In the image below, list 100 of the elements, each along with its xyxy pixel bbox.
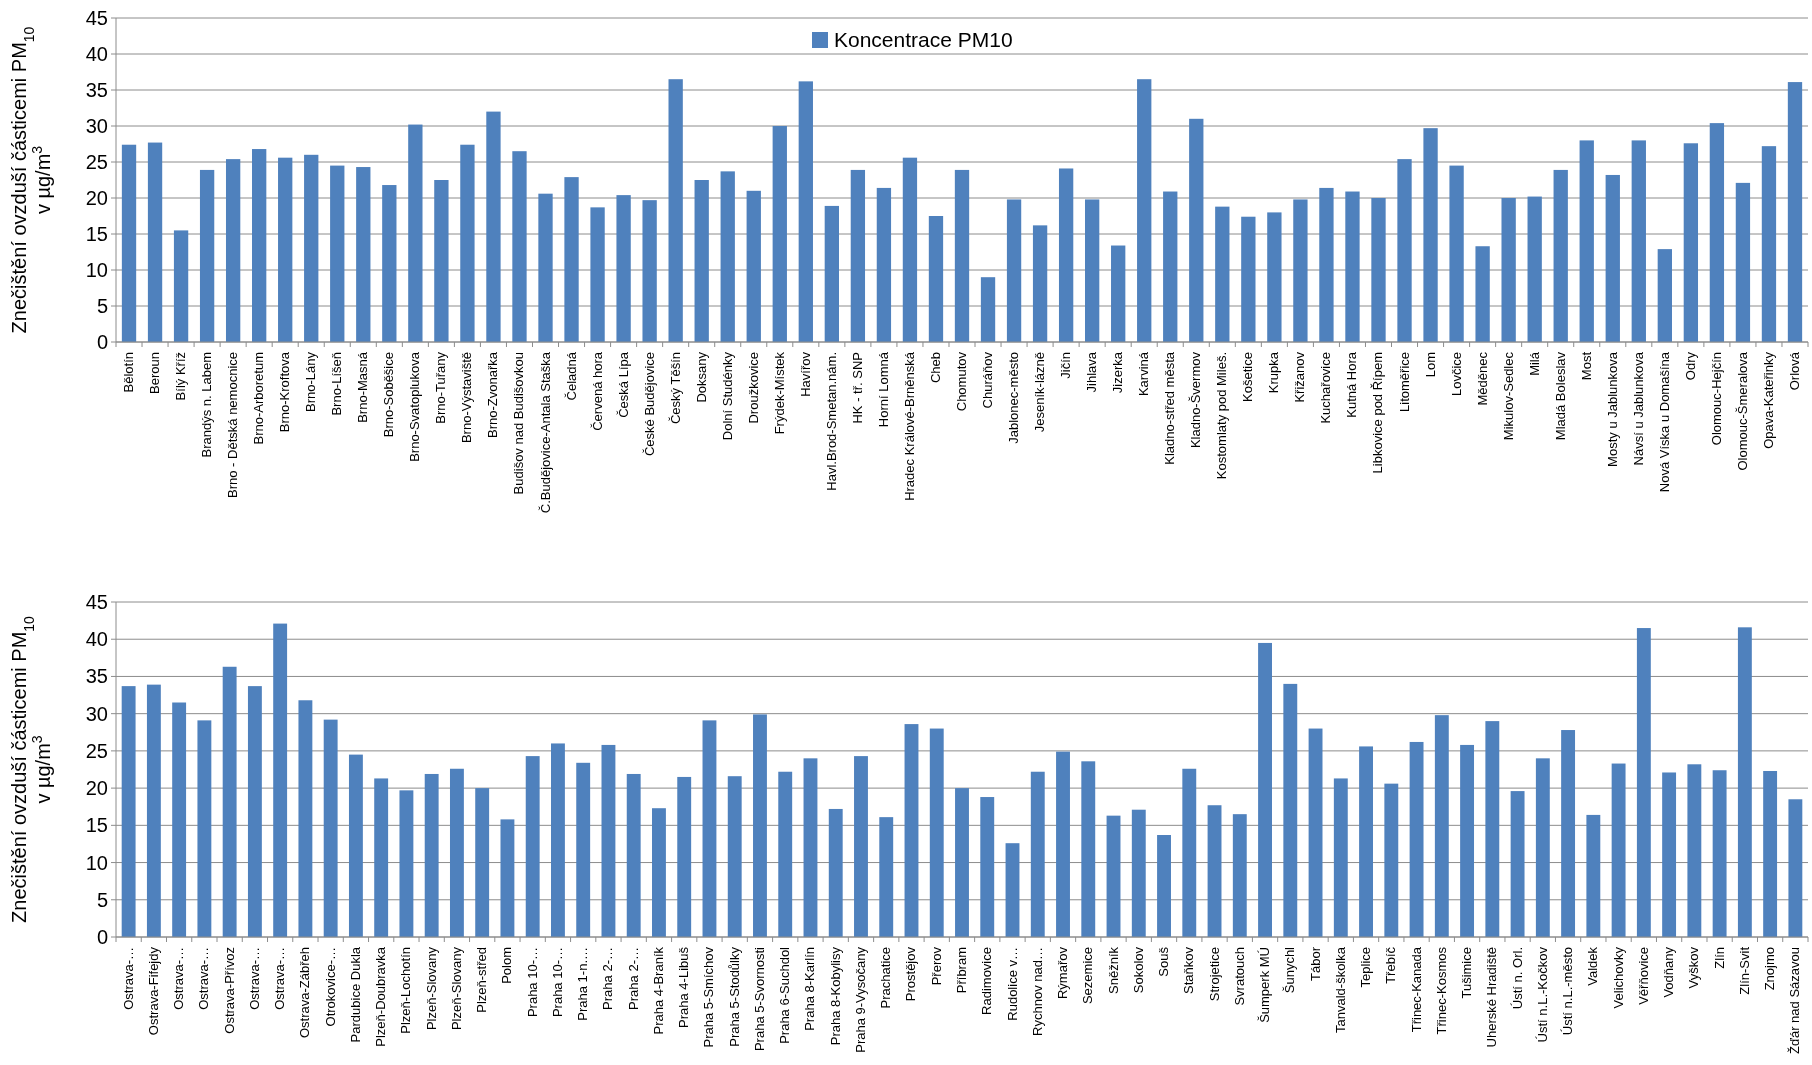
bar [677, 776, 692, 937]
x-tick-label: Pardubice Dukla [347, 946, 363, 1043]
y-tick-label: 0 [96, 926, 108, 948]
y-tick-label: 30 [85, 702, 108, 725]
bar [902, 157, 918, 342]
bar [278, 157, 293, 342]
x-tick-label: Olomouc-Hejčín [1708, 352, 1724, 446]
bar [1709, 123, 1725, 342]
bar [642, 200, 657, 342]
bar [1345, 191, 1360, 342]
x-tick-label: Ústí n. Orl. [1509, 947, 1525, 1010]
y-tick-label: 30 [85, 115, 108, 137]
bar [538, 193, 553, 342]
x-tick-label: Lovčice [1448, 352, 1464, 397]
bar [702, 720, 717, 937]
bar [330, 165, 345, 342]
x-tick-label: Brno - Dětská nemocnice [225, 352, 241, 498]
x-tick-label: Sokolov [1130, 946, 1146, 994]
bar [146, 684, 161, 937]
x-tick-label: Otrokovice-… [322, 947, 338, 1027]
bar [222, 666, 237, 937]
bar [1449, 165, 1464, 342]
y-tick-label: 5 [96, 888, 108, 911]
y-tick-label: 40 [85, 43, 108, 65]
bar [449, 768, 464, 937]
bar [1056, 751, 1070, 937]
x-tick-label: Znojmo [1762, 947, 1778, 991]
x-tick-label: Tábor [1307, 946, 1323, 981]
x-tick-label: Ústí n.L.-Kočkov [1534, 946, 1550, 1043]
x-tick-label: Rychnov nad… [1029, 947, 1045, 1036]
x-tick-label: Strojetice [1206, 947, 1222, 1002]
bar [1761, 146, 1777, 342]
bar [252, 149, 267, 342]
x-tick-label: Krupka [1266, 351, 1282, 394]
y-tick-label: 25 [85, 151, 108, 173]
x-tick-label: Ostrava-Přívoz [221, 947, 237, 1034]
bar [929, 728, 944, 937]
x-tick-label: Sezemice [1080, 947, 1096, 1005]
x-tick-label: Kuchařovice [1318, 352, 1334, 424]
x-tick-label: Čeladná [563, 351, 579, 401]
x-tick-label: Horní Lomná [875, 351, 891, 428]
x-tick-label: Brno-Soběšice [381, 352, 397, 438]
bar [1631, 140, 1646, 342]
bar [1683, 143, 1699, 342]
x-tick-label: Jihlava [1084, 351, 1100, 393]
x-tick-label: Plzeň-Lochotín [398, 947, 414, 1034]
x-tick-label: Havl.Brod-Smetan.nám. [823, 352, 839, 491]
bar [1553, 169, 1568, 342]
x-tick-label: Bělotín [121, 352, 137, 393]
bar [1232, 814, 1247, 937]
y-tick-label: 35 [85, 665, 108, 688]
x-tick-label: Polom [499, 947, 515, 984]
x-tick-label: Jeseník-lázně [1032, 352, 1048, 433]
x-tick-label: HK - tř. SNP [849, 352, 865, 424]
x-tick-label: Košetice [1240, 352, 1256, 402]
bar [500, 819, 515, 937]
bar [1085, 199, 1100, 342]
bar [616, 195, 631, 342]
bar [980, 797, 995, 937]
bar [247, 686, 262, 937]
x-tick-label: Praha 5-Stodůlky [726, 946, 742, 1047]
bar [1735, 182, 1751, 342]
x-tick-label: Hradec Králové-Brněnská [901, 351, 917, 501]
bar [1475, 246, 1490, 342]
x-tick-label: Jablonec-město [1006, 352, 1022, 444]
y-tick-label: 10 [85, 851, 108, 874]
x-tick-label: Třinec-Kanada [1408, 946, 1424, 1033]
x-tick-label: Měděnec [1474, 351, 1490, 406]
bar [1283, 683, 1298, 937]
legend-label: Koncentrace PM10 [834, 28, 1013, 52]
x-tick-label: Praha 8-Karlín [802, 947, 818, 1031]
x-tick-label: Tanvald-školka [1332, 946, 1348, 1033]
y-tick-label: 40 [85, 628, 108, 651]
y-tick-label: 45 [85, 591, 108, 613]
bar [1267, 212, 1282, 342]
bar [850, 169, 866, 342]
bar [323, 719, 338, 937]
x-tick-label: Praha 10-… [549, 947, 565, 1018]
y-tick-label: 15 [85, 223, 108, 245]
x-tick-label: Praha 4-Libuš [676, 946, 692, 1028]
x-tick-label: Praha 9-Vysočany [852, 946, 868, 1053]
bar [408, 124, 423, 342]
bar [980, 277, 996, 342]
x-tick-label: Věřňovice [1635, 947, 1651, 1005]
x-tick-label: Budišov nad Budišovkou [511, 352, 527, 495]
bar [1586, 814, 1601, 937]
x-tick-label: Odry [1682, 351, 1698, 381]
bar [1763, 770, 1778, 937]
x-tick-label: České Budějovice [641, 352, 657, 457]
x-tick-label: Brandýs n. Labem [199, 352, 215, 458]
x-tick-label: Praha 6-Suchdol [777, 946, 793, 1044]
x-tick-label: Sněžník [1105, 946, 1121, 994]
bar [1510, 791, 1525, 937]
bar [1319, 187, 1334, 342]
bar [486, 111, 501, 342]
bar [475, 788, 490, 937]
x-tick-label: Zlín [1711, 947, 1727, 969]
bar [1293, 199, 1308, 342]
x-tick-label: Kostomlaty pod Mileš. [1214, 352, 1230, 480]
x-tick-label: Šunychl [1282, 946, 1298, 994]
